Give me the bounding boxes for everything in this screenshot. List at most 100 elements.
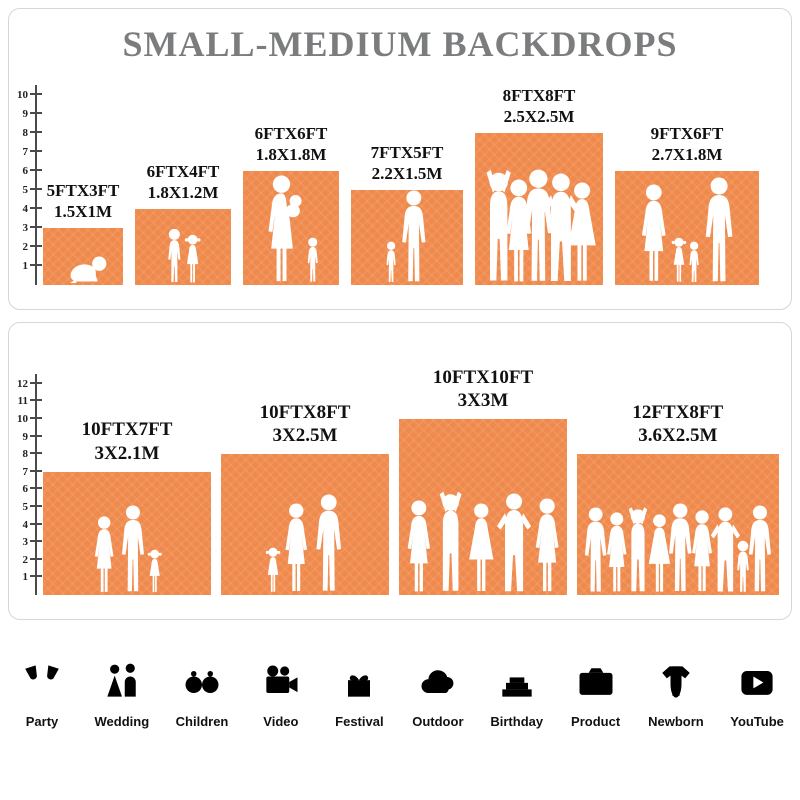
backdrop-size-m: 3.6X2.5M [638,425,718,447]
ruler-number: 7 [22,146,29,158]
category-youtube: YouTube [730,660,784,729]
backdrop: 9FTX6FT 2.7X1.8M [615,123,759,286]
baby-silhouette [58,255,109,284]
man-silhouette [701,177,737,283]
size-chart-bottom: 1 2 3 4 5 6 7 8 9 10 11 12 10FTX7FT 3X2.1M 10FTX8FT 3X2… [13,366,785,596]
ruler-tick [30,452,42,455]
wedding-icon [100,660,144,704]
ruler-tick [30,399,42,402]
man-silhouette [312,494,346,593]
ruler-number: 12 [17,377,28,390]
ruler-number: 5 [22,501,29,513]
backdrop-size-ft: 10FTX10FT [432,366,534,388]
category-product: Product [570,660,622,729]
category-label: Product [571,714,621,729]
ruler-number: 3 [22,222,29,234]
ruler-tick [30,226,42,228]
backdrop-canvas [221,454,389,595]
girl-silhouette [265,547,281,593]
ruler-number: 1 [22,260,29,272]
backdrop-size-ft: 12FTX8FT [632,401,724,423]
backdrop-size-label: 9FTX6FT 2.7X1.8M [651,123,724,166]
backdrop-size-ft: 7FTX5FT [370,142,444,162]
category-label: Outdoor [412,714,464,729]
size-ruler: 1 2 3 4 5 6 7 8 9 10 11 12 [13,370,42,595]
ruler-tick [30,150,42,152]
backdrop-canvas [399,419,567,595]
backdrop-size-m: 2.7X1.8M [651,144,723,164]
backdrop-canvas [615,171,759,285]
backdrop-size-m: 1.8X1.2M [147,182,219,202]
category-label: Birthday [490,714,544,729]
girl-silhouette [147,549,162,593]
category-festival: Festival [333,660,385,729]
ruler-tick [30,575,42,578]
ruler-number: 7 [22,465,29,478]
backdrop: 10FTX10FT 3X3M [399,366,567,596]
backdrop-size-label: 10FTX7FT 3X2.1M [82,418,173,466]
backdrop-size-label: 5FTX3FT 1.5X1M [47,180,120,223]
ruler-tick [30,487,42,490]
backdrop-size-ft: 6FTX4FT [146,161,220,181]
ruler-number: 6 [22,165,29,177]
backdrop: 6FTX6FT 1.8X1.8M [243,123,339,286]
backdrop-size-m: 3X2.5M [272,425,338,447]
backdrop-size-ft: 5FTX3FT [46,180,120,200]
backdrop-row: 5FTX3FT 1.5X1M 6FTX4FT 1.8X1.2M 6FTX6FT 1.8X1… [43,85,785,286]
backdrop-canvas [243,171,339,285]
woman-silhouette [637,184,671,283]
toddler-silhouette [305,237,321,283]
backdrop-canvas [43,471,211,595]
category-party: Party [16,660,68,729]
category-children: Children [176,660,228,729]
ruler-tick [30,169,42,171]
birthday-icon [495,660,539,704]
ruler-tick [30,207,42,209]
woman-silhouette [531,498,563,593]
ruler-tick [30,93,42,95]
ruler-number: 4 [22,203,29,215]
backdrop-size-ft: 8FTX8FT [502,85,576,105]
category-video: Video [255,660,307,729]
backdrop-size-label: 8FTX8FT 2.5X2.5M [503,85,576,128]
ruler-tick [30,112,42,114]
backdrop: 5FTX3FT 1.5X1M [43,180,123,286]
ruler-tick [30,188,42,190]
ruler-tick [30,434,42,437]
ruler-tick [30,131,42,133]
ruler-axis [35,85,37,285]
video-icon [259,660,303,704]
party-icon [20,660,64,704]
newborn-icon [654,660,698,704]
ruler-tick [30,540,42,543]
category-label: Wedding [94,714,150,729]
man-up-silhouette [433,489,468,593]
ruler-number: 8 [22,127,29,139]
boy-silhouette [687,241,701,283]
backdrop-canvas [577,454,779,595]
ruler-number: 8 [22,448,29,461]
backdrop-row: 10FTX7FT 3X2.1M 10FTX8FT 3X2.5M 10FTX10FT 3X3… [43,366,785,596]
ruler-number: 2 [22,553,29,566]
ruler-number: 9 [22,108,29,120]
page-title: SMALL-MEDIUM BACKDROPS [122,24,678,64]
children-icon [180,660,224,704]
backdrop: 10FTX8FT 3X2.5M [221,401,389,595]
ruler-number: 9 [22,430,29,443]
ruler-axis [35,373,37,595]
backdrop: 8FTX8FT 2.5X2.5M [475,85,603,286]
woman-dress-silhouette [466,503,497,593]
ruler-tick [30,245,42,247]
boy-silhouette [165,228,184,283]
backdrop: 6FTX4FT 1.8X1.2M [135,161,231,286]
backdrop-size-label: 10FTX10FT 3X3M [433,366,533,414]
backdrop: 10FTX7FT 3X2.1M [43,418,211,595]
backdrop: 12FTX8FT 3.6X2.5M [577,401,779,595]
man-silhouette [398,190,430,283]
ruler-number: 5 [22,184,29,196]
panel-backdrops-top: SMALL-MEDIUM BACKDROPS 1 2 3 4 5 6 7 8 9 10 5FTX3F… [8,8,792,310]
backdrop-size-label: 7FTX5FT 2.2X1.5M [371,142,444,185]
man-silhouette [745,505,775,593]
backdrop-size-label: 12FTX8FT 3.6X2.5M [632,401,723,449]
